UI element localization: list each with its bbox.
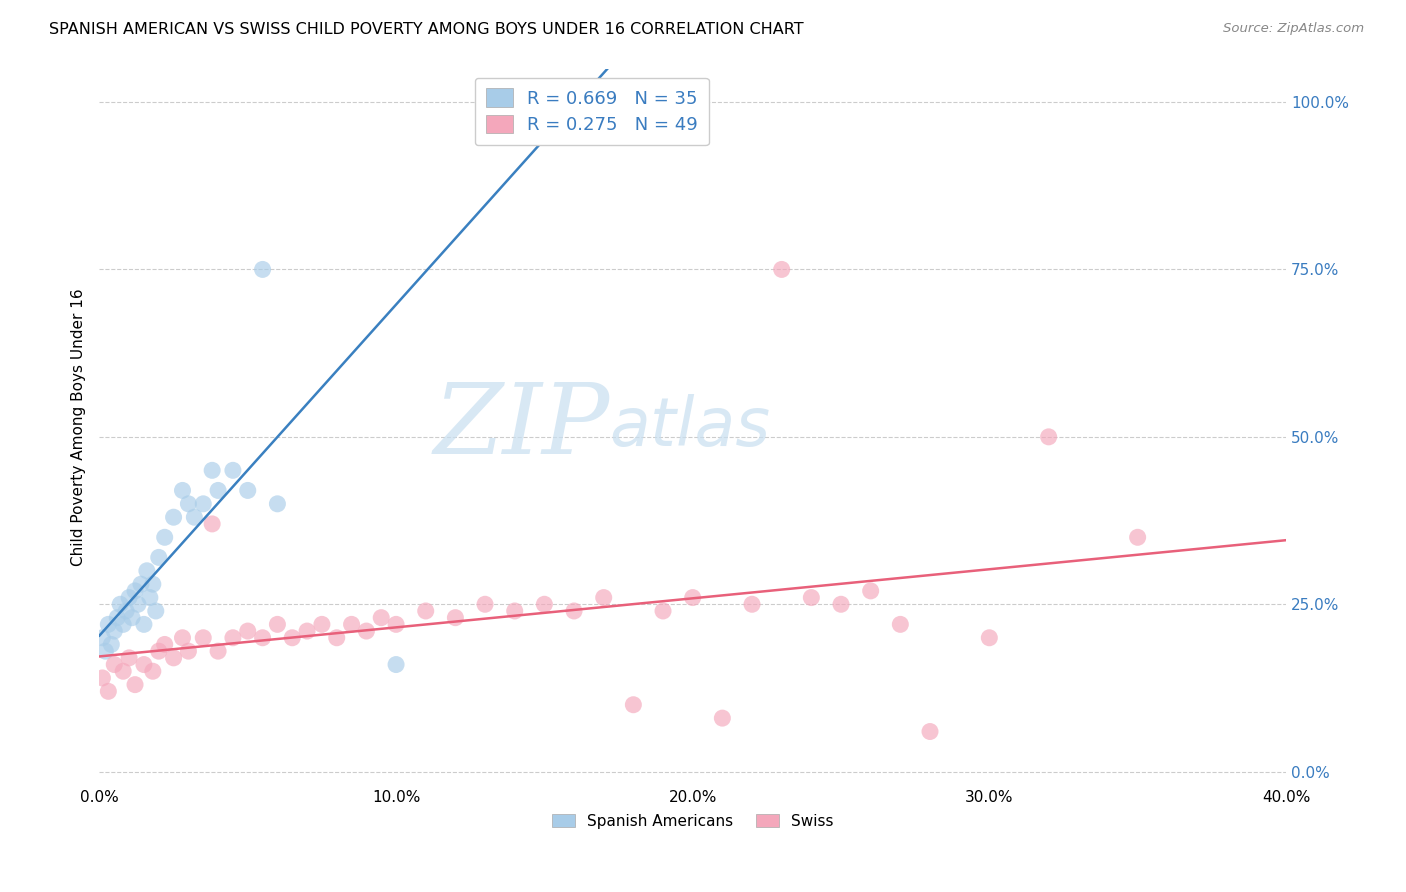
- Point: [415, 604, 437, 618]
- Point: [183, 510, 205, 524]
- Text: ZIP: ZIP: [433, 379, 610, 475]
- Point: [741, 597, 763, 611]
- Point: [711, 711, 734, 725]
- Point: [682, 591, 704, 605]
- Point: [162, 650, 184, 665]
- Point: [112, 665, 135, 679]
- Point: [385, 657, 408, 672]
- Point: [311, 617, 333, 632]
- Point: [252, 631, 274, 645]
- Point: [340, 617, 363, 632]
- Y-axis label: Child Poverty Among Boys Under 16: Child Poverty Among Boys Under 16: [72, 288, 86, 566]
- Legend: Spanish Americans, Swiss: Spanish Americans, Swiss: [546, 807, 839, 835]
- Point: [177, 644, 200, 658]
- Point: [830, 597, 852, 611]
- Point: [148, 644, 170, 658]
- Point: [222, 463, 245, 477]
- Point: [889, 617, 911, 632]
- Point: [918, 724, 941, 739]
- Point: [127, 597, 149, 611]
- Point: [295, 624, 318, 638]
- Point: [770, 262, 793, 277]
- Text: Source: ZipAtlas.com: Source: ZipAtlas.com: [1223, 22, 1364, 36]
- Point: [236, 483, 259, 498]
- Point: [193, 631, 215, 645]
- Point: [115, 604, 138, 618]
- Point: [222, 631, 245, 645]
- Point: [118, 591, 141, 605]
- Point: [207, 483, 229, 498]
- Point: [252, 262, 274, 277]
- Point: [859, 583, 882, 598]
- Point: [201, 516, 224, 531]
- Point: [177, 497, 200, 511]
- Point: [112, 617, 135, 632]
- Point: [370, 610, 392, 624]
- Point: [129, 577, 152, 591]
- Point: [153, 637, 176, 651]
- Point: [145, 604, 167, 618]
- Point: [132, 657, 155, 672]
- Point: [97, 684, 120, 698]
- Point: [124, 678, 146, 692]
- Point: [100, 637, 122, 651]
- Point: [474, 95, 496, 109]
- Point: [266, 617, 288, 632]
- Point: [139, 591, 162, 605]
- Point: [103, 657, 125, 672]
- Point: [193, 497, 215, 511]
- Point: [105, 610, 128, 624]
- Point: [142, 665, 165, 679]
- Text: atlas: atlas: [610, 393, 770, 459]
- Point: [266, 497, 288, 511]
- Point: [132, 617, 155, 632]
- Point: [592, 591, 614, 605]
- Point: [142, 577, 165, 591]
- Point: [489, 95, 512, 109]
- Point: [162, 510, 184, 524]
- Point: [94, 644, 117, 658]
- Point: [474, 597, 496, 611]
- Text: SPANISH AMERICAN VS SWISS CHILD POVERTY AMONG BOYS UNDER 16 CORRELATION CHART: SPANISH AMERICAN VS SWISS CHILD POVERTY …: [49, 22, 804, 37]
- Point: [148, 550, 170, 565]
- Point: [281, 631, 304, 645]
- Point: [385, 617, 408, 632]
- Point: [800, 591, 823, 605]
- Point: [503, 604, 526, 618]
- Point: [444, 610, 467, 624]
- Point: [91, 671, 114, 685]
- Point: [135, 564, 157, 578]
- Point: [103, 624, 125, 638]
- Point: [124, 583, 146, 598]
- Point: [326, 631, 349, 645]
- Point: [1126, 530, 1149, 544]
- Point: [91, 631, 114, 645]
- Point: [533, 597, 555, 611]
- Point: [172, 631, 194, 645]
- Point: [979, 631, 1001, 645]
- Point: [121, 610, 143, 624]
- Point: [1038, 430, 1060, 444]
- Point: [172, 483, 194, 498]
- Point: [118, 650, 141, 665]
- Point: [97, 617, 120, 632]
- Point: [356, 624, 378, 638]
- Point: [621, 698, 644, 712]
- Point: [201, 463, 224, 477]
- Point: [562, 604, 585, 618]
- Point: [207, 644, 229, 658]
- Point: [153, 530, 176, 544]
- Point: [108, 597, 131, 611]
- Point: [652, 604, 675, 618]
- Point: [236, 624, 259, 638]
